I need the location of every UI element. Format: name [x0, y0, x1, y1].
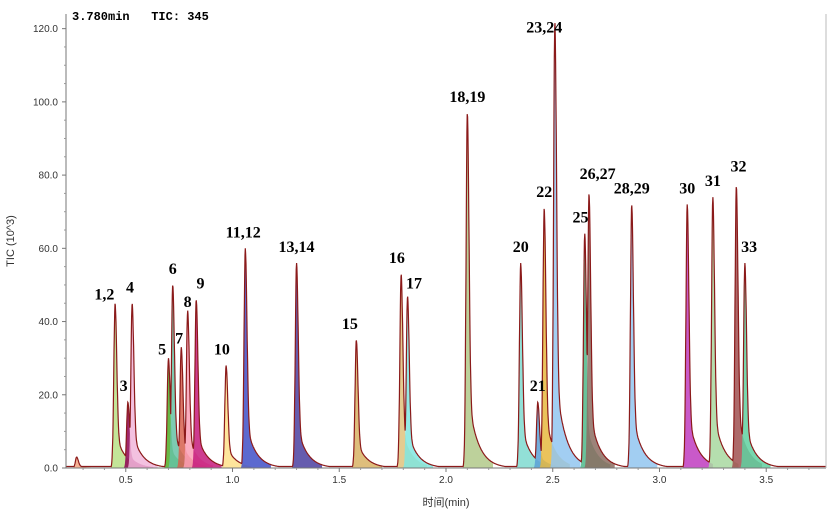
peak-fill: [625, 204, 658, 468]
y-tick-label: 20.0: [39, 390, 59, 401]
peak-fill: [70, 457, 103, 468]
peak-label: 16: [389, 250, 405, 267]
peak-label: 10: [214, 342, 230, 359]
peak-label: 23,24: [526, 19, 562, 36]
peak-fill: [219, 365, 252, 468]
peak-fill: [460, 112, 493, 469]
x-axis-title: 时间(min): [422, 496, 469, 509]
peak-fill: [738, 263, 771, 468]
x-tick-label: 2.5: [546, 475, 560, 486]
peak-fill: [582, 193, 615, 468]
peak-fill: [401, 295, 434, 468]
peak-label: 7: [175, 331, 183, 348]
peak-fill: [162, 358, 195, 468]
peak-fill: [181, 310, 214, 468]
peak-label: 11,12: [226, 224, 261, 241]
peak-fill: [189, 299, 222, 468]
y-tick-label: 80.0: [39, 171, 59, 182]
peak-fills: [70, 21, 771, 469]
x-tick-label: 0.5: [119, 475, 133, 486]
peak-fill: [729, 186, 762, 468]
y-tick-label: 60.0: [39, 244, 59, 255]
peak-fill: [514, 263, 547, 468]
peak-label: 15: [342, 316, 358, 333]
peak-label: 3: [120, 378, 128, 395]
peak-fill: [578, 233, 611, 468]
peak-label: 21: [530, 378, 546, 395]
peak-fill: [108, 303, 141, 468]
peak-fill: [531, 402, 564, 468]
peak-label: 22: [536, 184, 552, 201]
peak-label: 18,19: [449, 89, 485, 106]
peak-label: 13,14: [279, 239, 315, 256]
x-tick-label: 3.0: [653, 475, 667, 486]
peak-fill: [394, 274, 427, 468]
peak-label: 26,27: [580, 166, 616, 183]
peak-label: 31: [705, 173, 721, 190]
peak-label: 33: [741, 239, 757, 256]
peak-label: 4: [126, 279, 134, 296]
tic-readout: TIC: 345: [151, 10, 209, 24]
peak-label: 5: [158, 342, 166, 359]
peak-label: 9: [196, 276, 204, 293]
x-tick-label: 2.0: [439, 475, 453, 486]
peak-fill: [680, 204, 713, 468]
tic-trace: [66, 23, 826, 468]
y-tick-label: 100.0: [33, 97, 58, 108]
peak-label: 8: [184, 294, 192, 311]
y-tick-label: 40.0: [39, 317, 59, 328]
x-tick-label: 3.5: [759, 475, 773, 486]
peak-label: 28,29: [614, 180, 650, 197]
peak-fill: [174, 347, 207, 468]
y-tick-label: 120.0: [33, 24, 58, 35]
peak-fill: [706, 197, 739, 468]
peak-fill: [290, 263, 323, 468]
peak-fill: [238, 248, 271, 468]
peak-label: 30: [679, 180, 695, 197]
peak-fill: [537, 208, 570, 468]
peak-label: 20: [513, 239, 529, 256]
y-axis-title: TIC (10^3): [5, 215, 17, 267]
y-tick-label: 0.0: [44, 464, 58, 475]
peak-label: 32: [730, 158, 746, 175]
peak-fill: [166, 284, 199, 468]
peak-fill: [548, 21, 581, 469]
peak-fill: [349, 339, 382, 468]
peak-label: 6: [169, 261, 177, 278]
x-tick-label: 1.5: [332, 475, 346, 486]
retention-time-readout: 3.780min: [72, 10, 130, 24]
peak-label: 25: [572, 210, 588, 227]
peak-label: 17: [406, 276, 422, 293]
axes: 0.0 20.0 40.0 60.0 80.0 100.0 120.0 0.5 1.0 1.5 2.…: [5, 14, 827, 509]
peak-fill: [125, 303, 158, 468]
peak-label: 1,2: [94, 287, 114, 304]
chart-header: 3.780min TIC: 345: [72, 10, 209, 24]
x-tick-label: 1.0: [226, 475, 240, 486]
